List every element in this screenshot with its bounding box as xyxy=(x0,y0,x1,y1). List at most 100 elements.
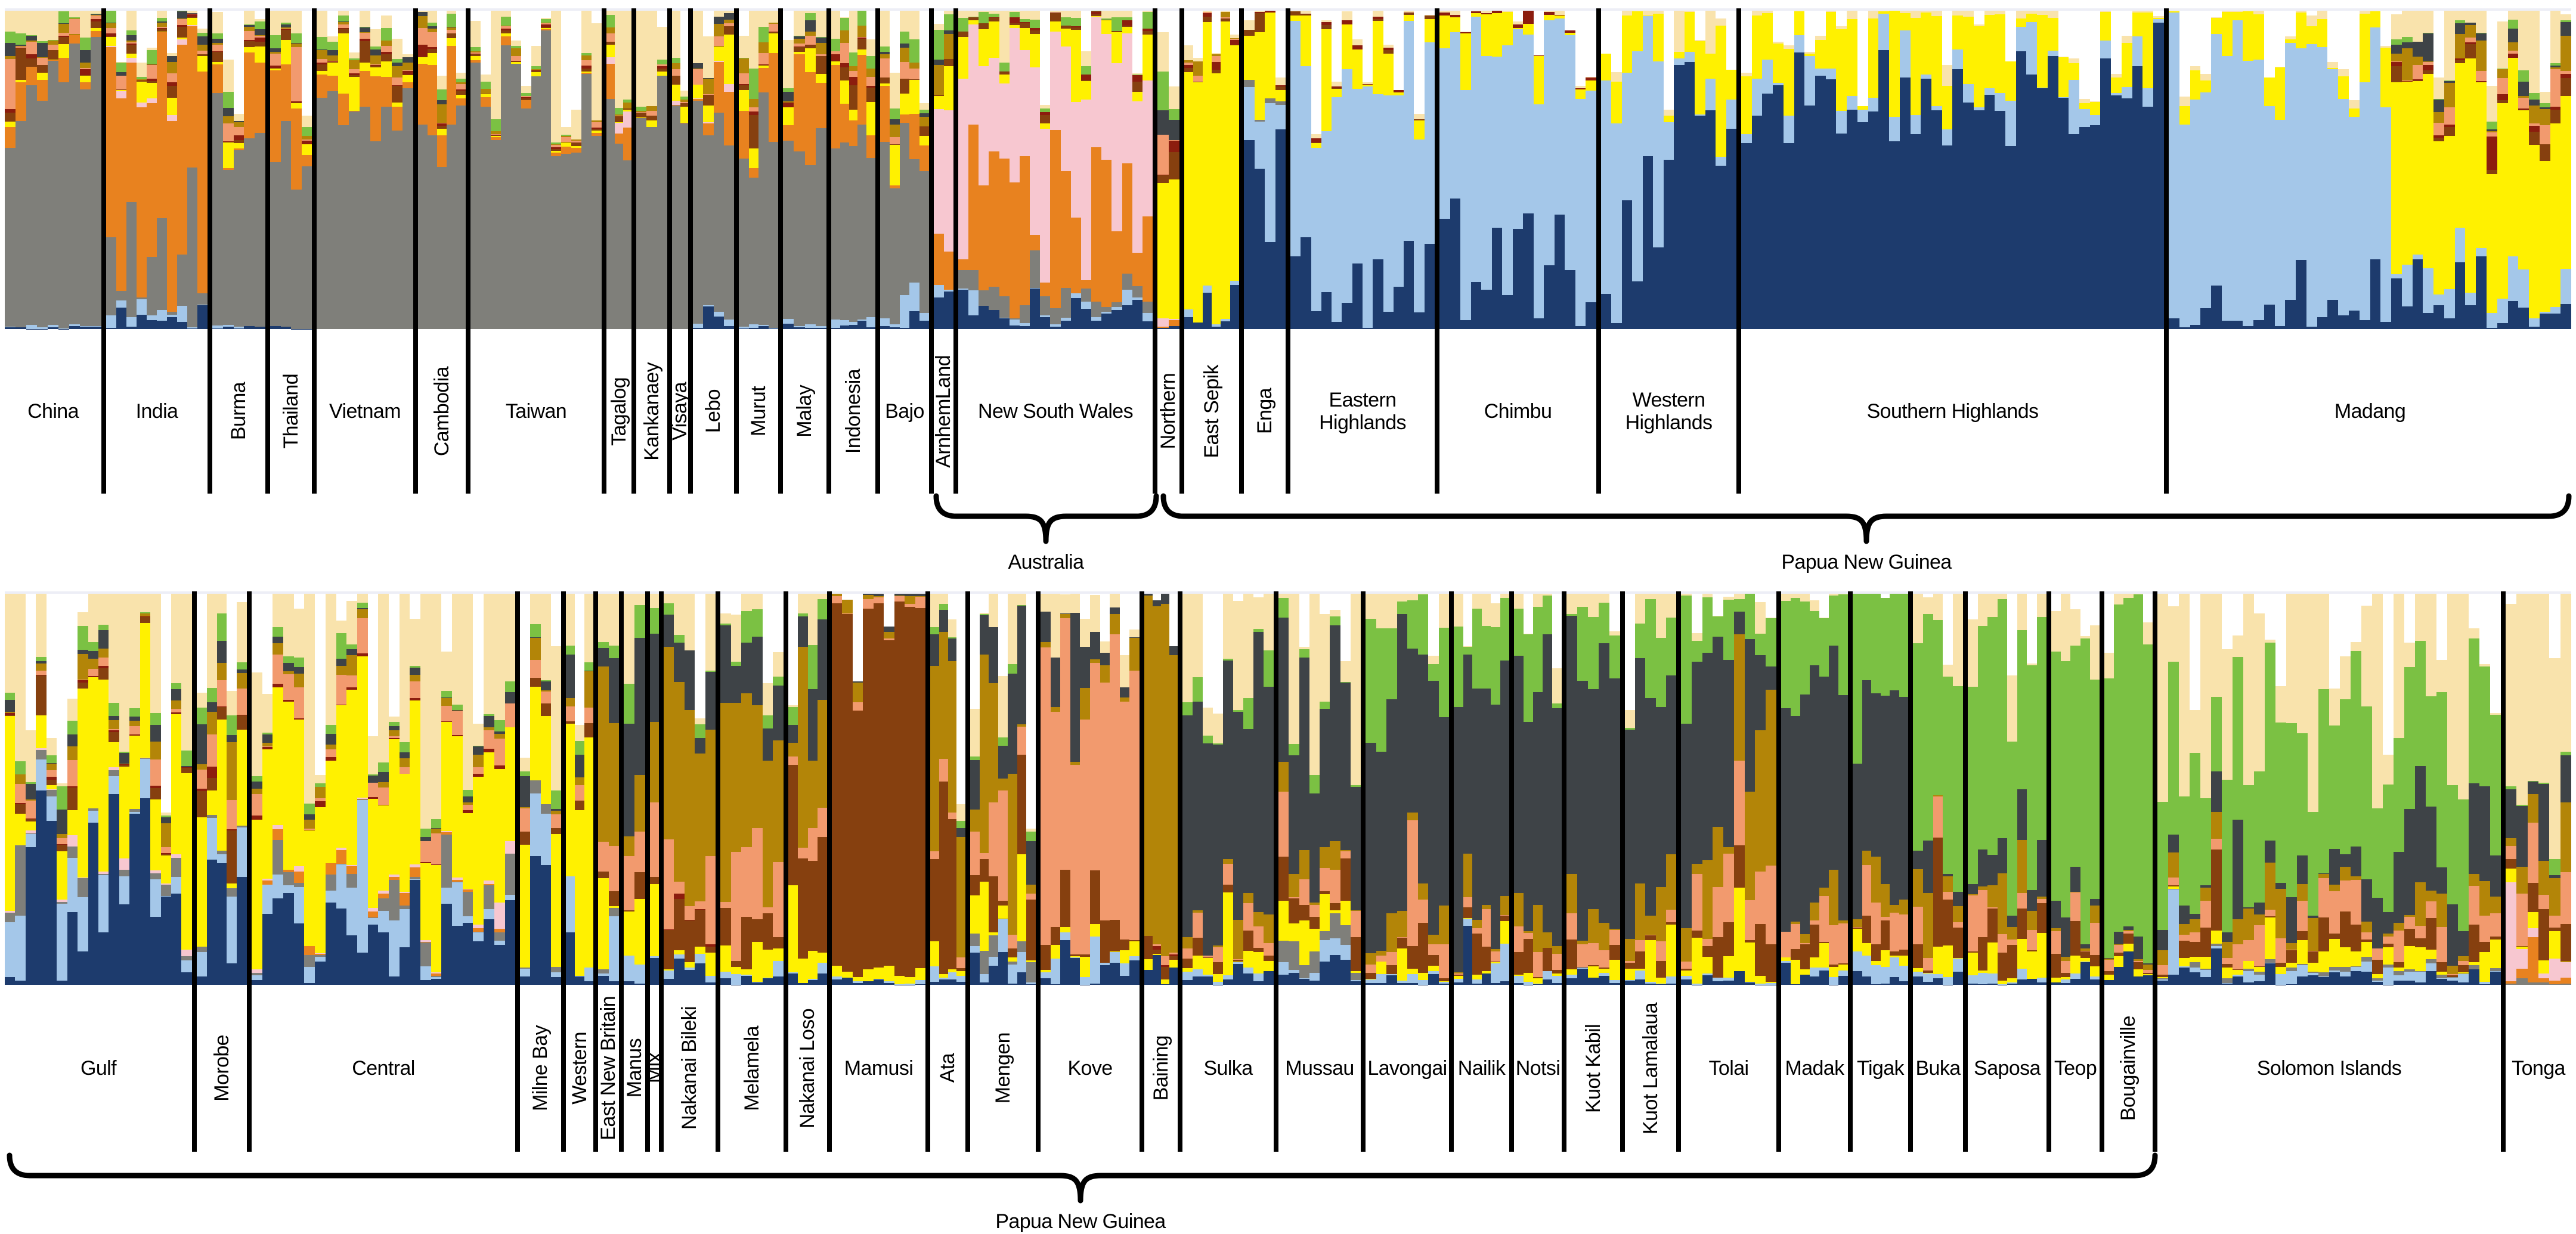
ancestry-segment-nv xyxy=(280,327,291,329)
ancestry-segment-pk xyxy=(431,972,442,973)
ancestry-segment-nv xyxy=(1744,982,1755,985)
ancestry-segment-gr xyxy=(46,755,57,764)
ancestry-segment-gy xyxy=(1244,80,1255,88)
ancestry-segment-nv xyxy=(817,973,827,985)
ancestry-segment-nv xyxy=(1533,984,1543,985)
ancestry-segment-gy xyxy=(388,879,400,920)
ancestry-segment-ch xyxy=(2436,867,2447,894)
individual-bar xyxy=(1070,593,1080,985)
individual-bar xyxy=(1393,11,1404,329)
ancestry-segment-gr xyxy=(500,16,511,26)
ancestry-segment-tn xyxy=(1810,600,1819,612)
ancestry-segment-mu xyxy=(650,722,659,803)
individual-bar xyxy=(2123,594,2134,985)
ancestry-segment-tn xyxy=(1716,18,1726,26)
ancestry-segment-lb xyxy=(252,975,262,980)
ancestry-segment-sa xyxy=(2157,965,2168,975)
ancestry-segment-lb xyxy=(1663,122,1674,160)
ancestry-segment-nv xyxy=(624,981,634,985)
ancestry-segment-nv xyxy=(1502,295,1513,329)
ancestry-segment-nv xyxy=(2296,260,2306,329)
ancestry-segment-gy xyxy=(672,105,680,329)
ancestry-segment-ch xyxy=(1350,786,1361,910)
ancestry-segment-yl xyxy=(2079,103,2090,110)
ancestry-segment-gr xyxy=(2243,785,2254,908)
ancestry-segment-br xyxy=(1524,938,1533,973)
ancestry-segment-lb xyxy=(346,887,357,935)
ancestry-segment-gr xyxy=(657,60,667,64)
ancestry-bars xyxy=(832,591,925,985)
ancestry-segment-ch xyxy=(1691,661,1702,864)
ancestry-segment-nv xyxy=(1632,281,1643,329)
ancestry-segment-tn xyxy=(1665,594,1677,618)
ancestry-segment-gr xyxy=(1838,594,1848,695)
ancestry-segment-tn xyxy=(2391,14,2402,39)
ancestry-segment-mu xyxy=(646,106,657,111)
ancestry-segment-tn xyxy=(890,73,900,109)
ancestry-segment-sa xyxy=(1320,868,1330,891)
ancestry-segment-nv xyxy=(1309,980,1320,985)
ancestry-segment-br xyxy=(2211,849,2222,931)
ancestry-segment-yl xyxy=(2265,917,2275,960)
ancestry-segment-lb xyxy=(1599,973,1609,976)
ancestry-segment-gr xyxy=(880,46,890,52)
ancestry-segment-sa xyxy=(2447,973,2458,975)
ancestry-segment-lb xyxy=(150,879,161,917)
ancestry-segment-yl xyxy=(504,727,516,841)
ancestry-segment-sa xyxy=(1041,647,1051,945)
ancestry-segment-gr xyxy=(680,97,688,100)
ancestry-segment-nv xyxy=(222,326,234,329)
ancestry-segment-mu xyxy=(1320,847,1330,869)
ancestry-segment-ch xyxy=(227,735,237,743)
ancestry-segment-br xyxy=(1404,13,1414,15)
ancestry-segment-tn xyxy=(979,612,989,614)
ancestry-segment-sa xyxy=(1223,863,1233,885)
ancestry-segment-gy xyxy=(346,873,357,888)
ancestry-segment-ch xyxy=(1407,649,1418,813)
ancestry-segment-tn xyxy=(2211,17,2222,18)
ancestry-segment-tn xyxy=(909,10,919,40)
ancestry-segment-yl xyxy=(431,864,442,972)
ancestry-segment-dr xyxy=(456,89,466,91)
ancestry-bars xyxy=(1041,591,1140,985)
ancestry-segment-yl xyxy=(1330,910,1340,914)
ancestry-segment-nv xyxy=(2036,982,2046,985)
ancestry-segment-sa xyxy=(1862,865,1871,916)
individual-bar xyxy=(392,11,402,329)
ancestry-segment-nv xyxy=(934,297,944,329)
ancestry-segment-yl xyxy=(1744,942,1755,982)
ancestry-segment-tn xyxy=(1987,593,1998,618)
ancestry-segment-yl xyxy=(1019,28,1030,51)
ancestry-segment-mu xyxy=(680,100,688,102)
ancestry-segment-lb xyxy=(1524,981,1533,985)
ancestry-segment-br xyxy=(1299,904,1309,921)
ancestry-segment-ch xyxy=(357,607,368,609)
ancestry-segment-nv xyxy=(1233,963,1243,985)
ancestry-segment-tn xyxy=(346,601,357,645)
ancestry-segment-ch xyxy=(1943,873,1953,877)
ancestry-segment-gr xyxy=(890,108,900,120)
ancestry-segment-gy xyxy=(899,122,910,295)
ancestry-segment-lb xyxy=(1017,952,1027,973)
ancestry-segment-sa xyxy=(2415,926,2426,939)
ancestry-segment-br xyxy=(48,50,58,60)
ancestry-segment-gy xyxy=(181,956,192,961)
ancestry-segment-tn xyxy=(1554,10,1565,15)
ancestry-segment-lb xyxy=(273,875,284,899)
ancestry-segment-mu xyxy=(317,50,327,59)
ancestry-segment-gy xyxy=(1278,940,1289,962)
ancestry-segment-lb xyxy=(2550,307,2561,314)
ancestry-segment-ch xyxy=(1157,110,1169,135)
ancestry-segment-mu xyxy=(129,721,140,727)
ancestry-segment-gy xyxy=(2527,982,2538,985)
population-label: Nakanai Bileki xyxy=(678,1006,701,1130)
ancestry-segment-nv xyxy=(723,325,734,329)
ancestry-segment-mu xyxy=(336,665,347,675)
ancestry-segment-yl xyxy=(1899,13,1911,30)
ancestry-segment-sa xyxy=(212,44,223,52)
ancestry-segment-gr xyxy=(2254,771,2265,903)
ancestry-segment-gr xyxy=(171,683,182,689)
ancestry-segment-nv xyxy=(849,325,858,329)
ancestry-segment-nv xyxy=(773,976,784,985)
ancestry-segment-yl xyxy=(873,968,884,979)
